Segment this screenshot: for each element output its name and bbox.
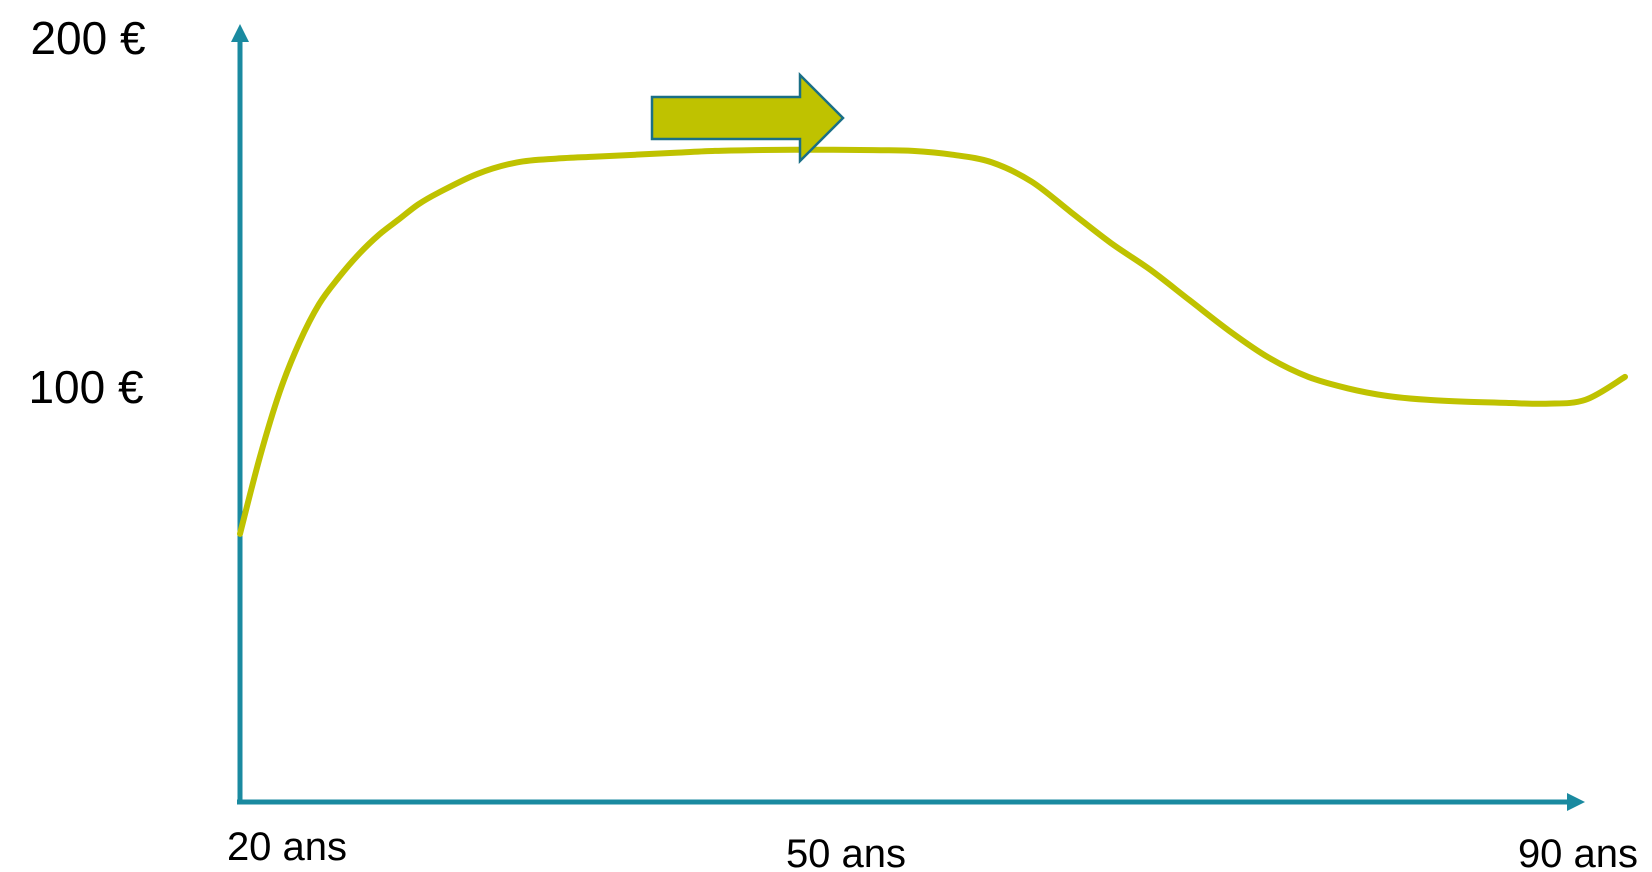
x-tick-label-20: 20 ans — [227, 825, 347, 869]
x-tick-label-50: 50 ans — [786, 832, 906, 872]
x-axis-arrowhead — [1567, 793, 1585, 811]
x-tick-label-90: 90 ans — [1518, 832, 1638, 872]
right-arrow-icon — [650, 71, 845, 165]
series-line — [237, 146, 1628, 537]
y-tick-label-100: 100 € — [28, 361, 143, 413]
y-tick-label-200: 200 € — [30, 12, 145, 64]
y-axis-arrowhead — [231, 24, 249, 42]
